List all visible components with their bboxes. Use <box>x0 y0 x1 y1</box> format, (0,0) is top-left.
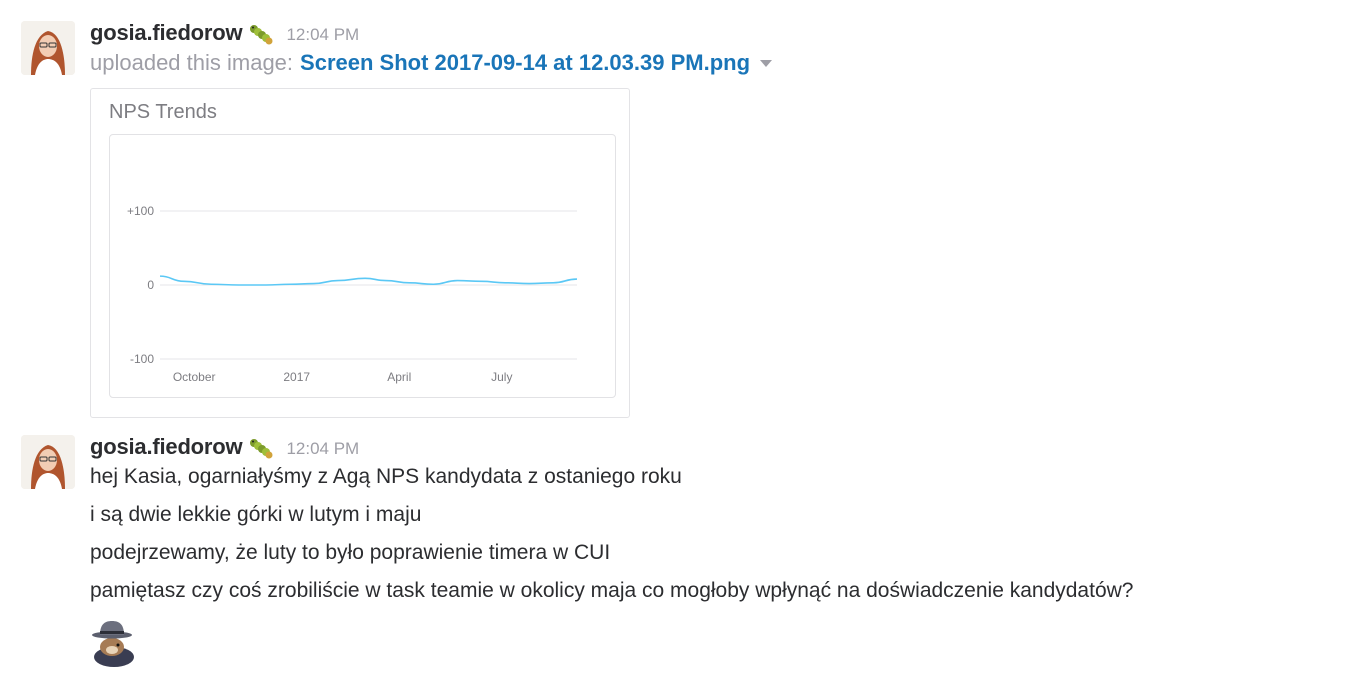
avatar[interactable] <box>21 21 75 75</box>
username[interactable]: gosia.fiedorow <box>90 434 243 459</box>
caterpillar-icon[interactable] <box>248 437 274 459</box>
upload-prefix: uploaded this image: <box>90 50 294 75</box>
x-tick-label: October <box>173 370 216 384</box>
message-line: pamiętasz czy coś zrobiliście w task tea… <box>90 579 1134 602</box>
message-header: gosia.fiedorow 12:04 PM <box>90 20 359 48</box>
message-line: i są dwie lekkie górki w lutym i maju <box>90 503 422 526</box>
x-tick-label: 2017 <box>283 370 310 384</box>
message-line: podejrzewamy, że luty to było poprawieni… <box>90 541 611 564</box>
chevron-down-icon[interactable] <box>760 59 773 67</box>
timestamp[interactable]: 12:04 PM <box>286 439 360 458</box>
nps-series-line <box>159 275 578 286</box>
upload-line: uploaded this image: Screen Shot 2017-09… <box>90 50 773 76</box>
chart-panel: +100 0 -100 October 2017 April July <box>109 134 616 398</box>
username[interactable]: gosia.fiedorow <box>90 20 243 45</box>
avatar[interactable] <box>21 435 75 489</box>
chart-title: NPS Trends <box>109 101 217 123</box>
y-tick-label: 0 <box>147 278 154 292</box>
x-tick-label: July <box>491 370 512 384</box>
x-tick-label: April <box>387 370 411 384</box>
nps-chart: +100 0 -100 October 2017 April July <box>127 204 578 384</box>
message-line: hej Kasia, ogarniałyśmy z Agą NPS kandyd… <box>90 465 682 488</box>
timestamp[interactable]: 12:04 PM <box>286 25 360 44</box>
file-link[interactable]: Screen Shot 2017-09-14 at 12.03.39 PM.pn… <box>300 50 751 75</box>
y-tick-label: -100 <box>130 352 154 366</box>
image-attachment[interactable]: NPS Trends +100 0 -100 October 2017 April July <box>90 88 630 418</box>
message-header: gosia.fiedorow 12:04 PM <box>90 434 359 462</box>
y-tick-label: +100 <box>127 204 154 218</box>
caterpillar-icon[interactable] <box>248 23 274 45</box>
detective-squirrel-sticker[interactable] <box>90 619 138 667</box>
